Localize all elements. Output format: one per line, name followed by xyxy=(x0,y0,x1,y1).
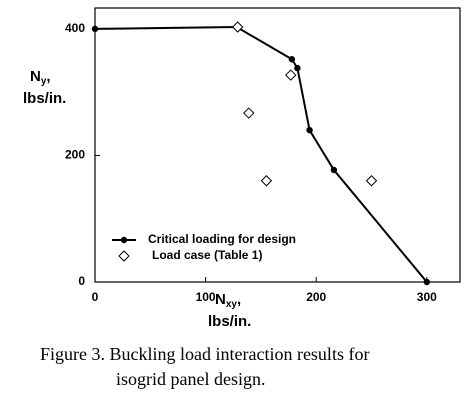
point xyxy=(294,64,301,72)
y-axis-label-comma: , xyxy=(46,68,50,85)
y-axis-label: Ny, xyxy=(30,68,51,87)
point xyxy=(91,25,99,33)
x-axis-label-subscript: xy xyxy=(226,299,238,310)
x-tick-label: 300 xyxy=(417,290,437,304)
point xyxy=(285,69,297,81)
y-tick-label: 0 xyxy=(78,274,85,288)
point xyxy=(231,21,244,33)
point xyxy=(306,126,313,134)
point xyxy=(288,56,296,63)
point xyxy=(365,175,378,187)
point xyxy=(243,107,255,119)
plot-frame xyxy=(94,7,461,283)
x-axis-label-comma: , xyxy=(237,291,241,308)
y-tick-label: 400 xyxy=(65,21,85,35)
y-axis-label-subscript: y xyxy=(41,76,47,87)
caption-line: isogrid panel design. xyxy=(116,369,265,389)
point xyxy=(330,166,338,174)
x-tick-label: 100 xyxy=(196,290,216,304)
point xyxy=(260,175,273,187)
legend-label: Load case (Table 1) xyxy=(152,248,262,262)
x-axis-label-symbol: N xyxy=(215,291,226,308)
legend-label: Critical loading for design xyxy=(148,232,296,246)
x-axis-label-unit: lbs/in. xyxy=(208,313,251,330)
x-axis-label: Nxy, xyxy=(215,291,241,310)
y-axis-label-symbol: N xyxy=(30,68,41,85)
x-tick-label: 200 xyxy=(306,290,326,304)
x-tick-label: 0 xyxy=(92,290,99,304)
caption-line: Figure 3. Buckling load interaction resu… xyxy=(40,344,369,364)
legend-marker xyxy=(120,236,128,244)
point xyxy=(423,278,431,286)
legend-marker xyxy=(118,250,130,262)
y-tick-label: 200 xyxy=(65,148,85,162)
y-axis-label-unit: lbs/in. xyxy=(23,90,66,107)
